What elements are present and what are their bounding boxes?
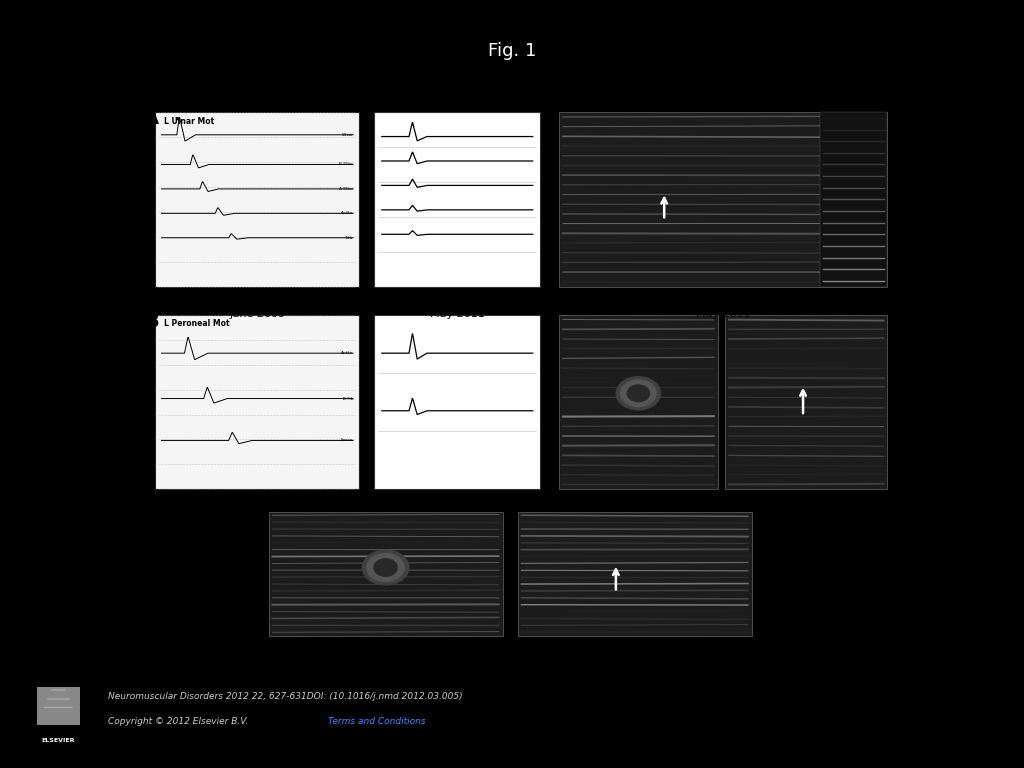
Circle shape	[621, 380, 656, 406]
Text: Neuromuscular Disorders 2012 22, 627-631DOI: (10.1016/j.nmd.2012.03.005): Neuromuscular Disorders 2012 22, 627-631…	[108, 692, 462, 701]
Bar	[37, 687, 80, 725]
Bar	[374, 315, 541, 489]
Circle shape	[367, 554, 404, 581]
Text: Wrist: Wrist	[342, 133, 353, 137]
Text: ELSEVIER: ELSEVIER	[42, 738, 75, 743]
Bar	[559, 112, 888, 286]
Text: Axilla: Axilla	[341, 211, 353, 215]
Text: C: C	[239, 509, 253, 528]
Text: B Elbo: B Elbo	[339, 163, 353, 167]
Circle shape	[616, 377, 660, 410]
Text: Copyright © 2012 Elsevier B.V.: Copyright © 2012 Elsevier B.V.	[108, 717, 254, 727]
Text: L Peroneal Mot: L Peroneal Mot	[165, 319, 230, 328]
Text: Ankle: Ankle	[341, 351, 353, 355]
Text: A: A	[144, 109, 159, 128]
Text: May 2011: May 2011	[430, 310, 484, 319]
Text: L Ulnar Mot: L Ulnar Mot	[165, 117, 215, 126]
Circle shape	[628, 385, 649, 402]
Text: Erb: Erb	[346, 236, 353, 240]
Text: Fig. 1: Fig. 1	[487, 42, 537, 60]
Bar	[819, 112, 888, 286]
Text: Terms and Conditions: Terms and Conditions	[328, 717, 425, 727]
Text: May 2011: May 2011	[696, 310, 751, 319]
Bar	[156, 315, 359, 489]
Text: B Fib: B Fib	[343, 396, 353, 401]
Bar	[268, 511, 503, 636]
Text: Fossa: Fossa	[341, 439, 353, 442]
Bar	[725, 315, 888, 489]
Text: June 2009: June 2009	[229, 310, 286, 319]
Text: May 2011: May 2011	[490, 647, 545, 657]
Circle shape	[362, 550, 409, 585]
Bar	[559, 315, 718, 489]
Text: A Elbo: A Elbo	[339, 187, 353, 191]
Text: B: B	[144, 312, 159, 331]
Circle shape	[374, 559, 397, 576]
Bar	[374, 112, 541, 286]
Bar	[518, 511, 752, 636]
Bar	[156, 112, 359, 286]
